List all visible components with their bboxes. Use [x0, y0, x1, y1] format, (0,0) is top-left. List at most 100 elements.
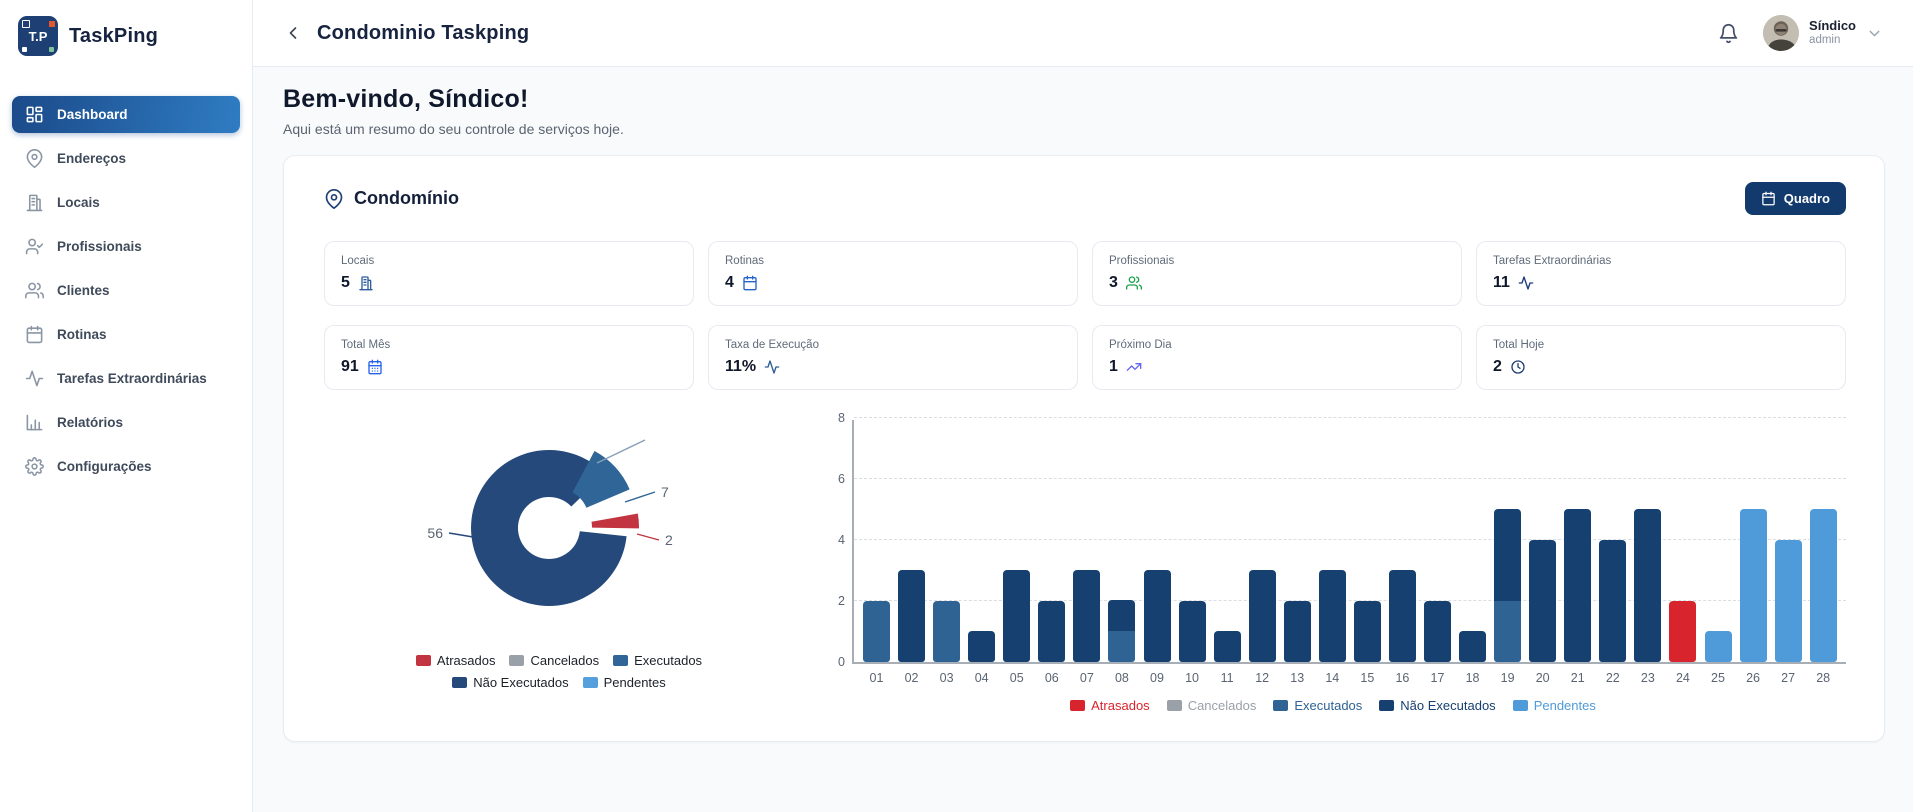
- x-axis-label: 14: [1325, 671, 1340, 685]
- bar-legend-item-atrasados[interactable]: Atrasados: [1070, 698, 1150, 713]
- legend-swatch: [1166, 700, 1182, 711]
- bar-chart-icon: [26, 414, 43, 431]
- user-name: Síndico: [1809, 17, 1856, 33]
- donut-slice-atrasados: [591, 513, 640, 529]
- legend-label: Cancelados: [1187, 698, 1257, 713]
- map-pin-icon: [325, 188, 343, 209]
- bar-legend-item-nao-executados[interactable]: Não Executados: [1379, 698, 1496, 713]
- donut-slice-executados: [572, 451, 630, 508]
- bar-segment-executados: [1494, 601, 1522, 662]
- y-axis-tick: 0: [838, 655, 845, 669]
- gridline: [854, 478, 1846, 479]
- bar-day-03: [933, 601, 961, 662]
- sidebar-item-label: Tarefas Extraordinárias: [57, 371, 207, 386]
- bar-legend-item-cancelados[interactable]: Cancelados: [1166, 698, 1257, 713]
- bar-segment-nao-executados: [1388, 570, 1416, 662]
- bar-segment-pendentes: [1809, 509, 1837, 662]
- bar-segment-nao-executados: [1529, 540, 1557, 662]
- bar-day-17: [1424, 601, 1451, 662]
- bar-x-axis: 01 02 03 04 05 06 07 08 09 10 11 12 13 14 15 16 17 18 19 20…: [854, 671, 1846, 685]
- x-axis-label: 26: [1746, 671, 1761, 685]
- chevron-down-icon: [1869, 30, 1880, 36]
- sidebar-item-label: Relatórios: [57, 415, 124, 430]
- donut-legend-item-nao-executados[interactable]: Não Executados: [452, 675, 569, 690]
- condominio-panel: Condomínio Quadro Locais 5 Rotinas 4 Profiss…: [283, 155, 1885, 742]
- sidebar-item-dashboard[interactable]: Dashboard: [12, 96, 240, 133]
- legend-swatch: [1512, 700, 1528, 711]
- x-axis-label: 05: [1009, 671, 1024, 685]
- sidebar-item-enderecos[interactable]: Endereços: [12, 140, 240, 177]
- activity-icon: [25, 370, 44, 387]
- stat-label: Locais: [341, 255, 375, 267]
- sidebar-item-clientes[interactable]: Clientes: [12, 272, 240, 309]
- legend-swatch: [1379, 700, 1395, 711]
- sidebar-item-rotinas[interactable]: Rotinas: [12, 316, 240, 353]
- legend-label: Atrasados: [1091, 698, 1150, 713]
- x-axis-label: 13: [1290, 671, 1305, 685]
- bar-segment-nao-executados: [1599, 540, 1627, 662]
- stat-card-proximo-dia: Próximo Dia 1: [1092, 325, 1462, 390]
- bar-day-15: [1353, 601, 1381, 662]
- sidebar-item-configuracoes[interactable]: Configurações: [12, 448, 240, 485]
- x-axis-label: 27: [1781, 671, 1796, 685]
- avatar-photo: [1763, 15, 1800, 51]
- bar-legend-item-executados[interactable]: Executados: [1273, 698, 1362, 713]
- bar-segment-nao-executados: [1143, 570, 1171, 662]
- quadro-button[interactable]: Quadro: [1744, 182, 1846, 215]
- sidebar-item-label: Configurações: [57, 459, 152, 474]
- y-axis-tick: 8: [838, 411, 845, 425]
- bar-day-06: [1038, 601, 1066, 662]
- taskping-logo-icon: T.P: [18, 16, 58, 56]
- sidebar-item-relatorios[interactable]: Relatórios: [12, 404, 240, 441]
- calendar-icon: [1761, 191, 1776, 206]
- x-axis-label: 28: [1816, 671, 1831, 685]
- bar-day-13: [1283, 601, 1311, 662]
- back-button[interactable]: [283, 23, 303, 43]
- stat-card-tarefas-extraordinarias: Tarefas Extraordinárias 11: [1476, 241, 1846, 306]
- stat-value: 11: [1493, 274, 1510, 291]
- user-menu[interactable]: Síndico admin: [1763, 15, 1883, 51]
- stat-label: Taxa de Execução: [725, 339, 819, 351]
- sidebar-item-locais[interactable]: Locais: [12, 184, 240, 221]
- legend-swatch: [1273, 700, 1289, 711]
- sidebar-item-label: Locais: [57, 195, 100, 210]
- x-axis-label: 18: [1465, 671, 1480, 685]
- x-axis-label: 23: [1640, 671, 1655, 685]
- bar-day-28: [1809, 509, 1837, 662]
- activity-icon: [764, 360, 780, 374]
- donut-legend-item-executados[interactable]: Executados: [613, 653, 702, 668]
- donut-legend-item-pendentes[interactable]: Pendentes: [582, 675, 666, 690]
- bar-legend: Atrasados Cancelados Executados Não Executa…: [820, 698, 1846, 713]
- legend-label: Cancelados: [530, 653, 600, 668]
- stat-card-taxa-de-execucao: Taxa de Execução 11%: [708, 325, 1078, 390]
- gridline: [854, 539, 1846, 540]
- x-axis-label: 12: [1255, 671, 1270, 685]
- stat-card-profissionais: Profissionais 3: [1092, 241, 1462, 306]
- y-axis-tick: 6: [838, 472, 845, 486]
- x-axis-label: 02: [904, 671, 919, 685]
- calendar-icon: [1762, 191, 1775, 206]
- quadro-button-label: Quadro: [1783, 191, 1830, 206]
- bar-day-20: [1529, 540, 1557, 662]
- donut-data-label: 2: [665, 532, 673, 548]
- bar-segment-pendentes: [1739, 509, 1767, 662]
- legend-label: Não Executados: [473, 675, 569, 690]
- bar-day-24: [1669, 601, 1697, 662]
- bar-segment-nao-executados: [1283, 601, 1311, 662]
- sidebar-item-label: Dashboard: [57, 107, 128, 122]
- map-pin-icon: [324, 188, 344, 209]
- bar-segment-nao-executados: [1108, 600, 1136, 631]
- sidebar-item-tarefas-extraordinarias[interactable]: Tarefas Extraordinárias: [12, 360, 240, 397]
- bar-legend-item-pendentes[interactable]: Pendentes: [1512, 698, 1596, 713]
- x-axis-label: 07: [1079, 671, 1094, 685]
- stat-value: 4: [725, 274, 734, 291]
- donut-legend-item-atrasados[interactable]: Atrasados: [415, 653, 495, 668]
- bar-segment-nao-executados: [1003, 570, 1031, 662]
- bar-segment-nao-executados: [898, 570, 926, 662]
- donut-legend-item-cancelados[interactable]: Cancelados: [509, 653, 599, 668]
- notifications-bell-icon[interactable]: [1718, 23, 1739, 44]
- gridline: [854, 417, 1846, 418]
- sidebar-item-profissionais[interactable]: Profissionais: [12, 228, 240, 265]
- building-icon: [26, 194, 43, 212]
- stat-label: Tarefas Extraordinárias: [1493, 255, 1612, 267]
